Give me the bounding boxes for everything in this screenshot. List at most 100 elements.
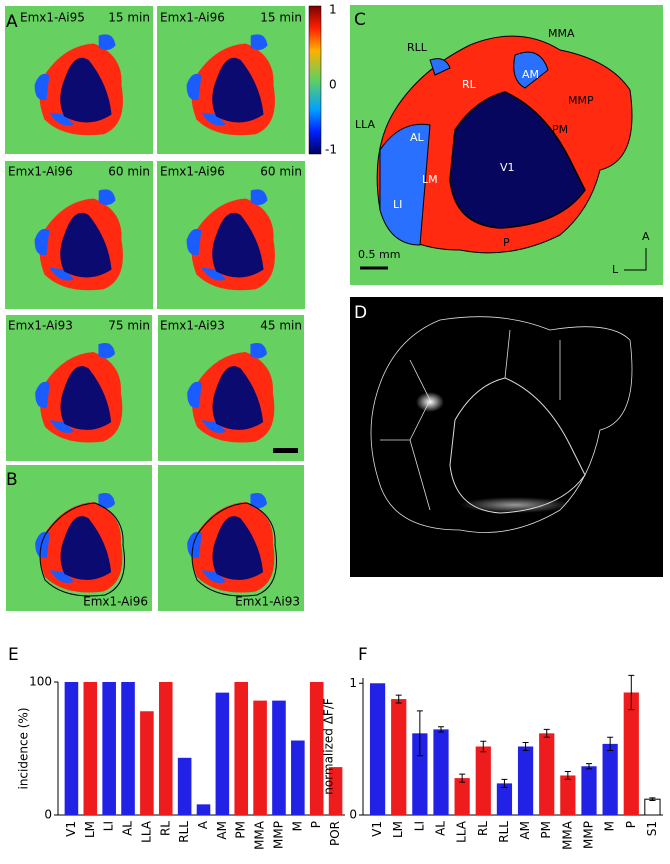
bar	[560, 775, 576, 815]
area-label: RLL	[407, 41, 428, 54]
bar	[291, 740, 305, 815]
area-label: LI	[393, 198, 402, 211]
bar	[369, 683, 386, 815]
bar	[412, 733, 428, 815]
bar	[140, 711, 154, 815]
area-label: MMA	[548, 27, 575, 40]
error-bar	[543, 728, 550, 738]
y-tick-label: 0	[44, 808, 52, 822]
colorbar-label: 0	[329, 78, 337, 92]
error-bar	[416, 710, 423, 757]
image-time: 60 min	[260, 165, 302, 179]
outline	[370, 316, 633, 533]
axis-label: L	[612, 263, 619, 276]
x-tick-label: P	[624, 821, 638, 828]
image	[6, 315, 152, 461]
bar	[602, 743, 618, 815]
bar	[177, 757, 192, 815]
x-tick-label: MMP	[582, 821, 596, 849]
bar	[121, 682, 135, 815]
bar	[234, 682, 249, 815]
bar	[517, 746, 534, 815]
bar	[391, 699, 407, 815]
outline	[191, 502, 277, 597]
image-time: 60 min	[108, 165, 150, 179]
y-axis-label: incidence (%)	[17, 707, 31, 789]
area-label: V1	[500, 161, 515, 174]
panel-label: C	[354, 10, 366, 30]
x-tick-label: M	[603, 821, 617, 831]
x-tick-label: AM	[215, 821, 229, 840]
error-bar	[395, 694, 402, 704]
scale-bar	[273, 448, 298, 453]
image-line: Emx1-Ai93	[8, 319, 73, 333]
image	[158, 315, 304, 461]
colorbar: 1 0 -1	[308, 3, 337, 157]
bar	[496, 783, 513, 815]
panel-label: E	[8, 645, 19, 665]
x-tick-label: V1	[64, 821, 78, 837]
bar	[644, 798, 661, 816]
image-line: Emx1-Ai93	[235, 595, 300, 609]
image-time: 45 min	[260, 319, 302, 333]
y-tick-label: 100	[29, 675, 52, 689]
x-tick-label: MMP	[271, 821, 285, 849]
image	[350, 297, 663, 577]
image-line: Emx1-Ai93	[160, 319, 225, 333]
bar	[328, 767, 343, 815]
area	[513, 51, 549, 89]
error-bar	[438, 726, 444, 733]
bar	[215, 692, 230, 815]
x-tick-label: V1	[370, 821, 384, 837]
image	[157, 161, 305, 309]
x-tick-label: AL	[434, 821, 448, 836]
colorbar-label: -1	[325, 143, 337, 157]
panel-b: B Emx1-Ai96 Emx1-Ai93	[6, 465, 304, 611]
x-tick-label: AM	[518, 821, 532, 840]
x-tick-label: MMA	[253, 820, 267, 850]
panel-label: F	[358, 645, 368, 665]
error-bar	[564, 771, 571, 780]
x-tick-label: MMA	[560, 820, 574, 850]
bar	[581, 766, 597, 815]
image	[158, 465, 304, 611]
image-line: Emx1-Ai96	[83, 595, 148, 609]
x-tick-label: RL	[158, 821, 172, 836]
colorbar-label: 1	[329, 3, 337, 17]
image	[5, 6, 153, 154]
glow	[416, 392, 444, 412]
bar	[102, 682, 116, 815]
image	[5, 161, 153, 309]
image-line: Emx1-Ai96	[8, 165, 73, 179]
x-tick-label: LLA	[455, 820, 469, 843]
bar	[475, 746, 491, 815]
x-tick-label: LM	[83, 821, 97, 838]
error-bar	[459, 773, 466, 783]
area-label: MMP	[568, 94, 594, 107]
x-tick-label: LI	[102, 821, 116, 831]
panel-c: C RLL MMA RL AM MMP LLA AL PM V1 LM LI P…	[350, 5, 663, 285]
error-bar	[522, 742, 529, 751]
bar	[309, 682, 324, 815]
panel-label: B	[6, 470, 18, 490]
scale-label: 0.5 mm	[358, 248, 400, 261]
area	[379, 123, 431, 246]
bar	[454, 778, 470, 815]
error-bar	[649, 797, 656, 802]
area-v1	[449, 91, 586, 229]
x-tick-label: POR	[328, 821, 342, 846]
panel-label: D	[354, 303, 367, 323]
bar	[623, 692, 639, 815]
outline	[449, 377, 586, 514]
error-bar	[586, 763, 592, 770]
x-tick-label: RLL	[177, 821, 191, 843]
x-tick-label: P	[309, 821, 323, 828]
y-axis-label: normalized ΔF/F	[322, 698, 336, 795]
area	[429, 58, 451, 76]
x-tick-label: LM	[391, 821, 405, 838]
x-tick-label: LLA	[139, 820, 153, 843]
panel-a: A Emx1-Ai95 15 min Emx1-Ai96 15 min Emx1…	[5, 6, 305, 461]
bar	[64, 682, 79, 815]
axis-label: A	[642, 230, 650, 243]
x-tick-label: AL	[121, 821, 135, 836]
